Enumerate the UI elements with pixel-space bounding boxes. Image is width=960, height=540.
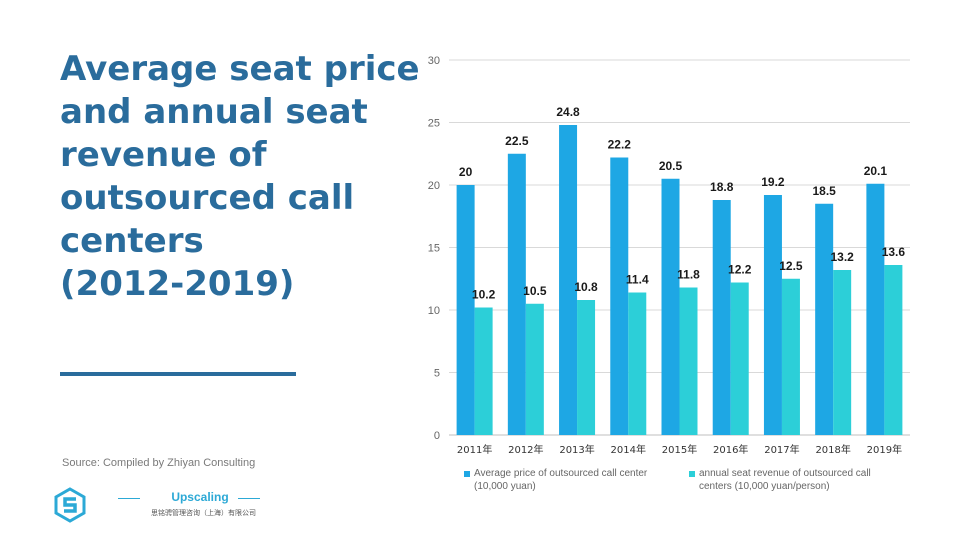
legend-swatch-series-1 <box>464 471 470 477</box>
bar-series-2 <box>884 265 903 435</box>
bar-series-2 <box>628 292 647 435</box>
title-divider <box>60 372 296 376</box>
y-tick-label: 5 <box>434 368 440 380</box>
legend-label-series-1: Average price of outsourced call center … <box>474 468 648 492</box>
x-tick-label: 2012年 <box>508 443 543 456</box>
data-label-series-2: 10.5 <box>523 284 547 298</box>
data-label-series-1: 18.5 <box>812 184 836 198</box>
bar-series-1 <box>559 125 578 435</box>
data-label-series-2: 13.2 <box>830 250 854 264</box>
data-label-series-1: 18.8 <box>710 180 734 194</box>
company-logo: Upscaling 思铭骋管理咨询（上海）有限公司 <box>52 487 260 523</box>
title-line: outsourced call <box>60 178 355 218</box>
bar-series-2 <box>730 282 749 435</box>
bar-series-2 <box>833 270 852 435</box>
x-tick-label: 2018年 <box>815 443 850 456</box>
x-tick-label: 2019年 <box>867 443 902 456</box>
bar-series-2 <box>679 287 698 435</box>
bar-series-1 <box>507 153 526 435</box>
bar-series-2 <box>577 300 596 435</box>
page-title: Average seat price and annual seat reven… <box>60 48 420 306</box>
legend-item-series-1: Average price of outsourced call center … <box>464 467 679 493</box>
bar-series-2 <box>525 303 544 435</box>
title-line: revenue of <box>60 135 267 175</box>
data-label-series-1: 20.5 <box>659 159 683 173</box>
y-tick-label: 0 <box>434 430 440 442</box>
legend-swatch-series-2 <box>689 471 695 477</box>
data-label-series-1: 22.5 <box>505 134 529 148</box>
data-label-series-1: 20 <box>459 165 473 179</box>
source-note: Source: Compiled by Zhiyan Consulting <box>62 457 256 469</box>
y-tick-label: 20 <box>428 180 440 192</box>
bar-series-1 <box>712 200 731 435</box>
x-tick-label: 2013年 <box>559 443 594 456</box>
x-tick-label: 2017年 <box>764 443 799 456</box>
logo-mark-icon <box>54 487 86 523</box>
data-label-series-2: 12.5 <box>779 259 803 273</box>
logo-rule-left <box>118 498 140 499</box>
data-label-series-2: 13.6 <box>882 245 906 259</box>
bar-series-2 <box>781 278 800 435</box>
x-tick-label: 2015年 <box>662 443 697 456</box>
data-label-series-2: 10.2 <box>472 288 496 302</box>
x-tick-label: 2016年 <box>713 443 748 456</box>
data-label-series-1: 20.1 <box>864 164 888 178</box>
legend-label-series-2: annual seat revenue of outsourced call c… <box>699 468 871 492</box>
data-label-series-1: 22.2 <box>608 138 632 152</box>
logo-subtitle: 思铭骋管理咨询（上海）有限公司 <box>151 509 256 517</box>
bar-series-2 <box>474 307 493 435</box>
y-tick-label: 15 <box>428 243 440 255</box>
data-label-series-2: 11.8 <box>677 268 700 282</box>
logo-rule-right <box>238 498 260 499</box>
title-line: centers <box>60 221 204 261</box>
bar-series-1 <box>866 183 885 435</box>
data-label-series-1: 24.8 <box>556 105 580 119</box>
data-label-series-1: 19.2 <box>761 175 785 189</box>
bar-series-1 <box>763 195 782 435</box>
bar-series-1 <box>456 185 475 435</box>
data-label-series-2: 11.4 <box>626 273 649 287</box>
bar-series-1 <box>661 178 680 435</box>
data-label-series-2: 10.8 <box>574 280 598 294</box>
title-line: (2012-2019) <box>60 264 295 304</box>
logo-name: Upscaling <box>171 490 229 504</box>
data-label-series-2: 12.2 <box>728 263 752 277</box>
title-line: Average seat price <box>60 49 420 89</box>
x-tick-label: 2014年 <box>611 443 646 456</box>
y-tick-label: 10 <box>428 305 440 317</box>
y-tick-label: 30 <box>428 55 440 67</box>
legend-item-series-2: annual seat revenue of outsourced call c… <box>689 467 904 493</box>
x-tick-label: 2011年 <box>457 443 492 456</box>
y-tick-label: 25 <box>428 118 440 130</box>
title-line: and annual seat <box>60 92 368 132</box>
bar-series-1 <box>815 203 834 435</box>
bar-series-1 <box>610 157 629 435</box>
